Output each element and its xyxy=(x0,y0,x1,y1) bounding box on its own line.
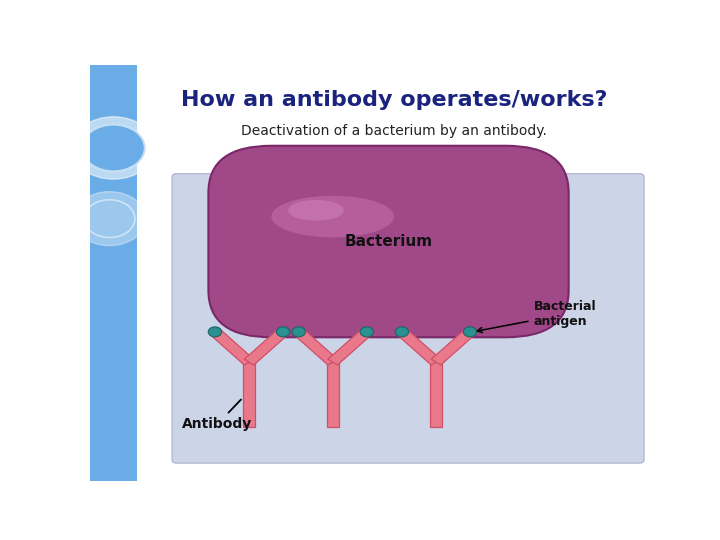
Polygon shape xyxy=(210,329,253,365)
Ellipse shape xyxy=(271,196,394,238)
Circle shape xyxy=(292,327,305,337)
Circle shape xyxy=(464,327,477,337)
Text: Antibody: Antibody xyxy=(182,400,252,431)
Circle shape xyxy=(208,327,222,337)
FancyBboxPatch shape xyxy=(90,65,138,481)
Circle shape xyxy=(360,327,374,337)
FancyBboxPatch shape xyxy=(172,174,644,463)
Circle shape xyxy=(82,125,145,171)
Polygon shape xyxy=(328,329,372,365)
Circle shape xyxy=(395,327,408,337)
Circle shape xyxy=(276,327,290,337)
FancyBboxPatch shape xyxy=(208,146,569,338)
Text: Bacterial
antigen: Bacterial antigen xyxy=(477,300,596,333)
Polygon shape xyxy=(431,329,474,365)
Bar xyxy=(243,362,255,427)
Polygon shape xyxy=(244,329,288,365)
Circle shape xyxy=(71,117,156,179)
Bar xyxy=(430,362,442,427)
Text: How an antibody operates/works?: How an antibody operates/works? xyxy=(181,90,608,110)
Text: Bacterium: Bacterium xyxy=(344,234,433,249)
Text: Deactivation of a bacterium by an antibody.: Deactivation of a bacterium by an antibo… xyxy=(241,124,547,138)
Circle shape xyxy=(73,192,145,246)
Polygon shape xyxy=(294,329,338,365)
Polygon shape xyxy=(397,329,441,365)
Ellipse shape xyxy=(288,200,344,221)
Bar xyxy=(327,362,339,427)
